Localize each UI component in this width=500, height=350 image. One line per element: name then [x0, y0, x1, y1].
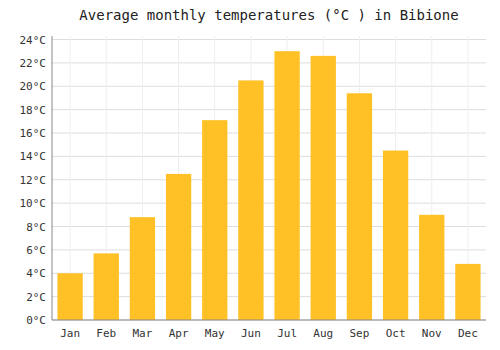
bar [238, 80, 263, 320]
bars [57, 51, 480, 320]
y-tick-label: 14°C [20, 150, 47, 163]
y-axis-line [52, 36, 53, 320]
y-tick-label: 0°C [26, 314, 46, 327]
y-tick-label: 4°C [26, 267, 46, 280]
x-tick-label: Jun [241, 327, 261, 340]
x-tick-label: Apr [169, 327, 189, 340]
x-tick-label: Jan [60, 327, 80, 340]
y-grid-line [52, 179, 486, 180]
grid [52, 36, 486, 320]
x-axis-line [52, 320, 486, 321]
y-grid-line [52, 109, 486, 110]
bar [383, 151, 408, 320]
x-tick-label: Sep [349, 327, 369, 340]
y-tick-label: 6°C [26, 244, 46, 257]
y-grid-line [52, 133, 486, 134]
chart: Average monthly temperatures (°C ) in Bi… [0, 0, 500, 350]
bar [130, 217, 155, 320]
x-tick-label: Nov [422, 327, 442, 340]
bar [94, 253, 119, 320]
axes: 0°C 2°C 4°C 6°C 8°C 10°C 12°C 14°C 16°C 18°C 20°C 2… [20, 34, 487, 340]
y-grid-line [52, 86, 486, 87]
bar [347, 93, 372, 320]
bar [311, 56, 336, 320]
title: Average monthly temperatures (°C ) in Bi… [79, 7, 458, 23]
y-tick-label: 18°C [20, 104, 47, 117]
bar [274, 51, 299, 320]
bar [57, 273, 82, 320]
y-tick-label: 24°C [20, 34, 47, 47]
x-tick-label: Oct [386, 327, 406, 340]
y-tick-label: 12°C [20, 174, 47, 187]
x-tick-label: Dec [458, 327, 478, 340]
bar [455, 264, 480, 320]
y-tick-label: 8°C [26, 221, 46, 234]
y-grid-line [52, 156, 486, 157]
y-grid-line [52, 320, 486, 321]
bar [166, 174, 191, 320]
bar [202, 120, 227, 320]
bar [419, 215, 444, 320]
x-tick-label: Aug [313, 327, 333, 340]
y-tick-label: 20°C [20, 80, 47, 93]
x-tick-label: Mar [132, 327, 152, 340]
y-grid-line [52, 39, 486, 40]
x-tick-label: Jul [277, 327, 297, 340]
y-grid-line [52, 203, 486, 204]
x-tick-label: Feb [96, 327, 116, 340]
y-tick-label: 2°C [26, 291, 46, 304]
y-tick-label: 22°C [20, 57, 47, 70]
y-tick-label: 10°C [20, 197, 47, 210]
y-tick-label: 16°C [20, 127, 47, 140]
x-tick-label: May [205, 327, 225, 340]
y-grid-line [52, 62, 486, 63]
